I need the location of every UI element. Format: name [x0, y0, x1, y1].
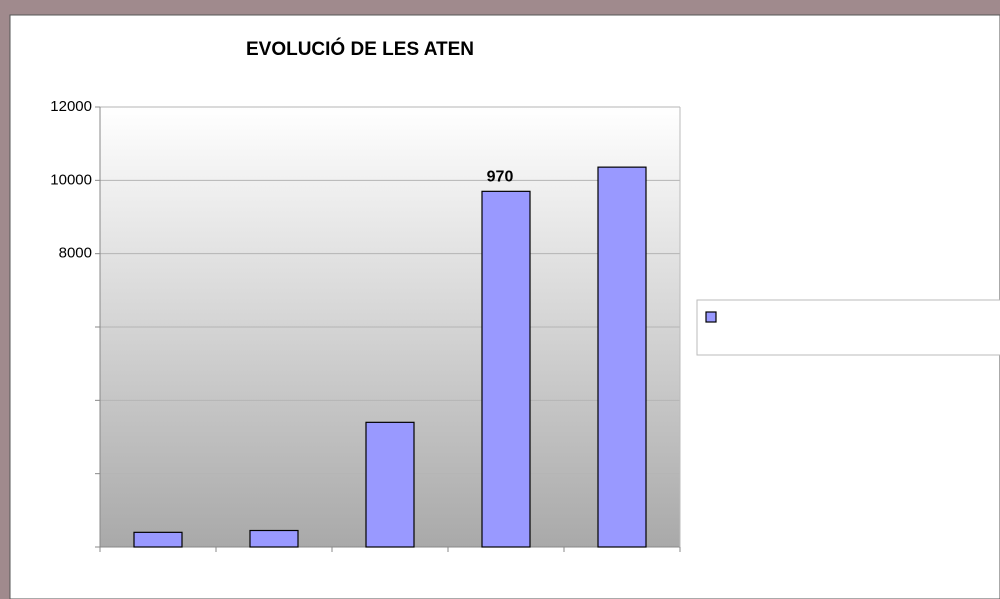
bar — [481, 190, 531, 548]
bar — [365, 421, 415, 548]
chart-title: EVOLUCIÓ DE LES ATEN — [246, 38, 474, 60]
data-label: 970 — [487, 169, 514, 186]
legend-swatch — [705, 311, 717, 323]
y-tick-label: 8000 — [59, 245, 92, 262]
y-tick-label: 10000 — [50, 171, 92, 188]
bar — [249, 529, 299, 548]
y-tick-label: 12000 — [50, 98, 92, 115]
bar — [597, 166, 647, 548]
bar — [133, 531, 183, 548]
legend-box — [696, 299, 1000, 356]
